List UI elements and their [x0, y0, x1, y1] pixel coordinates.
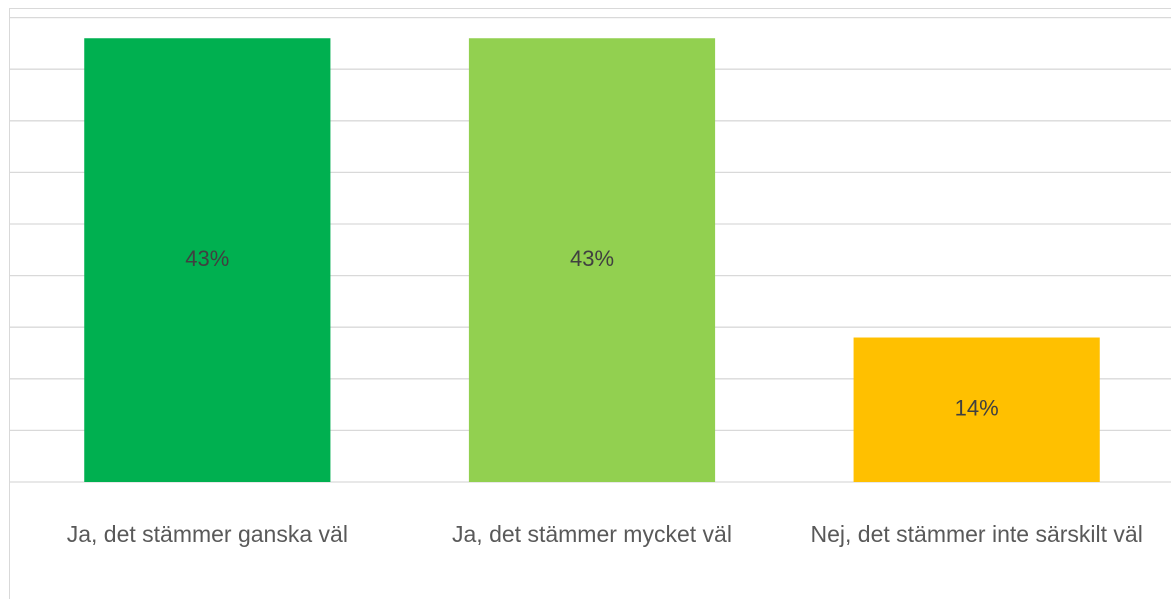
data-label: 14% [955, 396, 999, 421]
data-label: 43% [185, 246, 229, 271]
chart-border [9, 8, 1171, 599]
bar [853, 337, 1100, 482]
x-tick-label: Ja, det stämmer ganska väl [66, 521, 348, 547]
x-tick-label: Ja, det stämmer mycket väl [452, 521, 732, 547]
x-tick-label: Nej, det stämmer inte särskilt väl [810, 521, 1143, 547]
bar [84, 38, 331, 483]
data-label: 43% [570, 246, 614, 271]
bar [468, 38, 716, 483]
